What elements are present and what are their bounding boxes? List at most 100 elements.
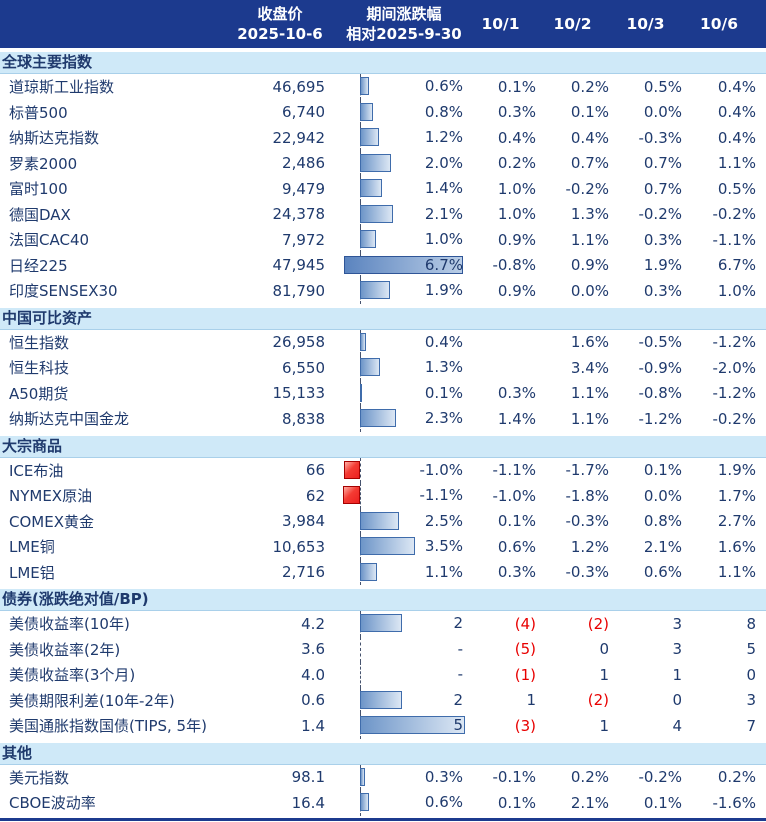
daily-change-cell[interactable]: 0.6% (497, 537, 536, 556)
asset-name-cell[interactable]: 标普500 (9, 103, 68, 122)
daily-change-cell[interactable]: -1.2% (638, 409, 682, 428)
close-price-cell[interactable]: 15,133 (272, 384, 326, 403)
close-price-cell[interactable]: 7,972 (282, 230, 325, 249)
change-bar-cell[interactable]: 0.6% (325, 790, 465, 816)
daily-change-cell[interactable]: (4) (514, 614, 536, 633)
close-price-cell[interactable]: 26,958 (272, 333, 326, 352)
daily-change-cell[interactable]: 3 (672, 614, 682, 633)
daily-change-cell[interactable]: 1.0% (497, 179, 536, 198)
daily-change-cell[interactable]: 1.3% (570, 205, 609, 224)
change-bar-cell[interactable]: 1.2% (325, 125, 465, 151)
daily-change-cell[interactable]: -0.2% (638, 768, 682, 787)
daily-change-cell[interactable]: 4 (672, 716, 682, 735)
daily-change-cell[interactable]: 1.1% (570, 230, 609, 249)
daily-change-cell[interactable]: -1.0% (492, 486, 536, 505)
daily-change-cell[interactable]: 0 (672, 691, 682, 710)
change-bar-cell[interactable]: 2.1% (325, 201, 465, 228)
daily-change-cell[interactable]: 0.1% (643, 793, 682, 812)
asset-name-cell[interactable]: ICE布油 (9, 461, 64, 480)
daily-change-cell[interactable]: 2.7% (717, 512, 756, 531)
daily-change-cell[interactable]: 0.4% (717, 77, 756, 96)
daily-change-cell[interactable]: 6.7% (717, 256, 756, 275)
asset-name-cell[interactable]: 纳斯达克中国金龙 (9, 410, 130, 429)
asset-name-cell[interactable]: 道琼斯工业指数 (9, 78, 115, 97)
close-price-cell[interactable]: 3.6 (301, 640, 325, 659)
change-bar-cell[interactable]: 1.0% (325, 227, 465, 253)
daily-change-cell[interactable]: (2) (587, 614, 609, 633)
daily-change-cell[interactable]: 0.1% (643, 461, 682, 480)
close-price-cell[interactable]: 66 (305, 461, 325, 480)
daily-change-cell[interactable]: -1.1% (712, 230, 756, 249)
daily-change-cell[interactable]: 3.4% (570, 358, 609, 377)
asset-name-cell[interactable]: LME铝 (9, 563, 55, 582)
daily-change-cell[interactable]: 0.1% (497, 512, 536, 531)
daily-change-cell[interactable]: 0.9% (570, 256, 609, 275)
daily-change-cell[interactable]: -0.2% (712, 205, 756, 224)
asset-name-cell[interactable]: 纳斯达克指数 (9, 129, 100, 148)
daily-change-cell[interactable]: -1.8% (565, 486, 609, 505)
daily-change-cell[interactable]: 0.2% (570, 768, 609, 787)
asset-name-cell[interactable]: 美债期限利差(10年-2年) (9, 691, 175, 710)
daily-change-cell[interactable]: 1.4% (497, 409, 536, 428)
daily-change-cell[interactable]: 0.2% (717, 768, 756, 787)
asset-name-cell[interactable]: A50期货 (9, 384, 69, 403)
close-price-cell[interactable]: 1.4 (301, 716, 325, 735)
close-price-cell[interactable]: 81,790 (272, 281, 326, 300)
daily-change-cell[interactable]: 0.6% (643, 563, 682, 582)
daily-change-cell[interactable]: 1.6% (717, 537, 756, 556)
daily-change-cell[interactable]: -1.1% (492, 461, 536, 480)
close-price-cell[interactable]: 6,550 (282, 358, 325, 377)
daily-change-cell[interactable]: 0.3% (497, 563, 536, 582)
asset-name-cell[interactable]: 恒生指数 (9, 333, 70, 352)
change-bar-cell[interactable]: 2.0% (325, 150, 465, 177)
daily-change-cell[interactable]: 0.7% (643, 154, 682, 173)
daily-change-cell[interactable]: -1.2% (712, 384, 756, 403)
daily-change-cell[interactable]: -0.2% (565, 179, 609, 198)
daily-change-cell[interactable]: -1.2% (712, 333, 756, 352)
daily-change-cell[interactable]: 1 (672, 665, 682, 684)
daily-change-cell[interactable]: 0.0% (570, 281, 609, 300)
daily-change-cell[interactable]: -1.6% (712, 793, 756, 812)
daily-change-cell[interactable]: -0.3% (638, 128, 682, 147)
close-price-cell[interactable]: 98.1 (291, 768, 325, 787)
asset-name-cell[interactable]: 法国CAC40 (9, 231, 90, 250)
daily-change-cell[interactable]: 7 (746, 716, 756, 735)
daily-change-cell[interactable]: 1 (599, 716, 609, 735)
daily-change-cell[interactable]: 3 (746, 691, 756, 710)
daily-change-cell[interactable]: -0.3% (565, 563, 609, 582)
daily-change-cell[interactable]: 1.1% (717, 563, 756, 582)
close-price-cell[interactable]: 9,479 (282, 179, 325, 198)
change-bar-cell[interactable]: 2 (325, 687, 465, 714)
daily-change-cell[interactable]: 8 (746, 614, 756, 633)
asset-name-cell[interactable]: 罗素2000 (9, 154, 78, 173)
asset-name-cell[interactable]: COMEX黄金 (9, 512, 94, 531)
change-bar-cell[interactable]: 0.8% (325, 99, 465, 126)
daily-change-cell[interactable]: 0.7% (643, 179, 682, 198)
daily-change-cell[interactable]: 2.1% (570, 793, 609, 812)
daily-change-cell[interactable]: (3) (514, 716, 536, 735)
close-price-cell[interactable]: 2,486 (282, 154, 325, 173)
daily-change-cell[interactable]: (1) (514, 665, 536, 684)
daily-change-cell[interactable]: 0.3% (643, 230, 682, 249)
asset-name-cell[interactable]: 恒生科技 (9, 359, 70, 378)
daily-change-cell[interactable]: 0.4% (717, 103, 756, 122)
change-bar-cell[interactable]: 1.3% (325, 355, 465, 381)
close-price-cell[interactable]: 3,984 (282, 512, 325, 531)
daily-change-cell[interactable]: 0.3% (497, 384, 536, 403)
asset-name-cell[interactable]: 美债收益率(3个月) (9, 666, 136, 685)
daily-change-cell[interactable]: 0.2% (570, 77, 609, 96)
close-price-cell[interactable]: 4.0 (301, 665, 325, 684)
daily-change-cell[interactable]: 1.1% (717, 154, 756, 173)
change-bar-cell[interactable]: 0.1% (325, 380, 465, 407)
daily-change-cell[interactable]: 1.1% (570, 384, 609, 403)
daily-change-cell[interactable]: 2.1% (643, 537, 682, 556)
daily-change-cell[interactable]: -0.8% (492, 256, 536, 275)
asset-name-cell[interactable]: 美国通胀指数国债(TIPS, 5年) (9, 717, 207, 736)
daily-change-cell[interactable]: 0.0% (643, 103, 682, 122)
daily-change-cell[interactable]: 0.2% (497, 154, 536, 173)
close-price-cell[interactable]: 46,695 (272, 77, 326, 96)
close-price-cell[interactable]: 62 (305, 486, 325, 505)
daily-change-cell[interactable]: (2) (587, 691, 609, 710)
daily-change-cell[interactable]: 0.1% (497, 77, 536, 96)
close-price-cell[interactable]: 47,945 (272, 256, 326, 275)
